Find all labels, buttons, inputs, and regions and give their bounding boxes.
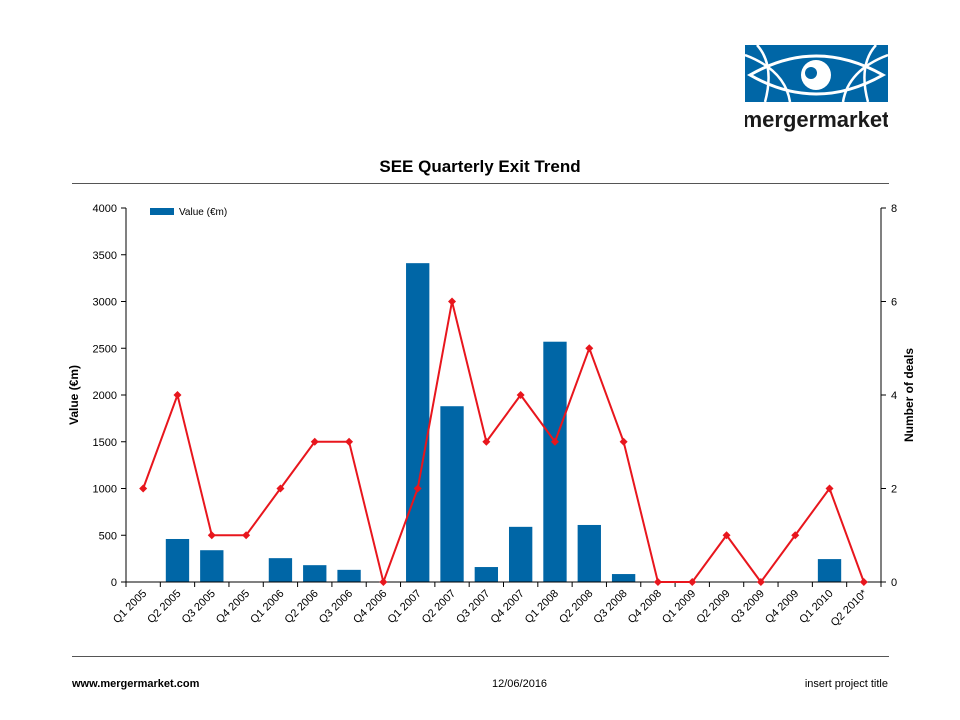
deals-point [516,391,525,399]
left-tick-label: 500 [99,530,117,542]
legend-swatch-value [150,208,174,215]
footer-website[interactable]: www.mergermarket.com [72,678,200,690]
chart-title: SEE Quarterly Exit Trend [379,157,581,176]
bar-q2-2008 [577,524,601,582]
deals-line [142,301,865,586]
right-tick-label: 8 [891,203,897,215]
x-tick-label: Q4 2009 [763,588,801,626]
x-tick-label: Q4 2008 [626,588,664,626]
deals-point [482,437,491,446]
footer-date: 12/06/2016 [492,678,548,690]
deals-point [379,578,388,586]
bar-q1-2008 [543,341,567,582]
left-tick-label: 1000 [93,484,117,496]
left-tick-label: 1500 [93,437,117,449]
deals-point [722,531,731,540]
right-tick-label: 6 [891,297,897,309]
eye-icon [745,45,888,103]
deals-point [345,437,354,446]
deals-point [791,531,800,540]
deals-point [756,578,765,586]
deals-point [550,437,559,446]
x-tick-label: Q3 2009 [729,588,767,626]
bar-q4-2007 [508,526,533,582]
x-tick-label: Q3 2005 [180,588,218,626]
deals-point [585,344,594,353]
x-tick-label: Q4 2006 [351,588,389,626]
bottom-divider [72,656,889,657]
x-tick-label: Q3 2006 [317,588,355,626]
bar-q3-2006 [337,569,361,582]
x-tick-label: Q3 2008 [591,588,629,626]
left-tick-label: 4000 [93,203,117,215]
bar-q3-2005 [200,550,224,582]
x-tick-label: Q2 2009 [694,588,732,626]
bar-q1-2007 [406,263,430,582]
x-tick-label: Q2 2010* [829,587,871,629]
x-tick-label: Q1 2006 [248,588,286,626]
y2-axis-title: Number of deals [902,348,916,442]
legend-label-value: Value (€m) [179,207,227,218]
left-tick-label: 3500 [93,250,117,262]
bar-q3-2007 [474,567,499,582]
deals-point [859,578,868,586]
right-tick-label: 4 [891,390,897,402]
deals-point [825,484,834,493]
mergermarket-logo: mergermarket [745,45,888,132]
left-tick-label: 0 [111,577,117,589]
x-tick-label: Q3 2007 [454,588,492,626]
x-tick-label: Q1 2005 [111,588,149,626]
x-tick-label: Q1 2008 [523,588,561,626]
left-tick-label: 3000 [93,297,117,309]
deals-point [207,531,216,540]
deals-point [688,578,697,586]
deals-point [413,484,422,493]
bar-q1-2006 [268,558,293,582]
x-tick-label: Q2 2007 [420,588,458,626]
right-tick-label: 2 [891,484,897,496]
deals-point [276,484,285,493]
deals-point [242,531,251,540]
deals-point [310,437,319,446]
x-tick-label: Q2 2005 [145,588,183,626]
x-tick-label: Q4 2007 [488,588,526,626]
bar-q3-2008 [611,574,636,582]
bar-q2-2005 [165,538,190,582]
deals-point [448,297,457,306]
x-tick-label: Q1 2009 [660,588,698,626]
bar-q1-2010 [817,559,842,582]
deals-point [619,437,628,446]
y-axis-title: Value (€m) [67,365,81,425]
logo-wordmark: mergermarket [745,107,888,132]
top-divider [72,183,889,184]
deals-point [173,391,182,399]
x-tick-label: Q4 2005 [214,588,252,626]
bar-q2-2006 [303,565,327,582]
bar-q2-2007 [440,406,464,582]
x-tick-label: Q1 2007 [385,588,423,626]
left-tick-label: 2000 [93,390,117,402]
left-tick-label: 2500 [93,343,117,355]
footer-project-title: insert project title [804,678,888,690]
right-tick-label: 0 [891,577,897,589]
x-tick-label: Q2 2008 [557,588,595,626]
deals-point [653,578,662,586]
x-tick-label: Q2 2006 [283,588,321,626]
deals-point [139,484,148,493]
